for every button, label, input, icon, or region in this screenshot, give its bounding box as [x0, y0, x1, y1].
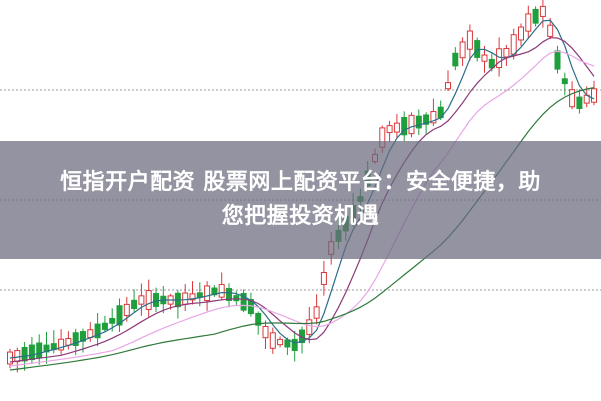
headline-line-1: 恒指开户配资 股票网上配资平台：安全便捷，助 [60, 170, 541, 195]
candle-body [80, 331, 86, 342]
candle-body [488, 58, 495, 69]
candle-body [496, 48, 503, 69]
candle-body [138, 295, 145, 305]
candle-body [131, 299, 138, 310]
candle-body [547, 24, 554, 37]
candle-body [145, 290, 152, 310]
candle-body [459, 41, 466, 59]
candle-body [87, 329, 94, 339]
candle-body [218, 284, 225, 298]
candle-body [123, 303, 130, 316]
candle-body [386, 125, 393, 134]
candle-body [109, 317, 116, 324]
candle-body [401, 117, 408, 136]
candle-body [14, 350, 21, 363]
candle-body [262, 326, 269, 339]
candle-body [481, 54, 488, 62]
candle-body [101, 322, 108, 330]
candle-body [196, 292, 203, 298]
candle-body [255, 313, 262, 326]
candle-body [240, 292, 247, 311]
candle-body [233, 295, 240, 302]
candle-body [393, 122, 400, 133]
candle-body [561, 78, 568, 85]
candle-body [226, 288, 232, 301]
candle-body [284, 339, 291, 348]
candle-body [116, 305, 123, 326]
candle-body [510, 34, 517, 55]
candle-body [269, 332, 276, 349]
headline-line-2: 您把握投资机遇 [221, 204, 380, 229]
candle-body [291, 338, 298, 351]
candle-body [576, 96, 583, 110]
headline-overlay: 恒指开户配资 股票网上配资平台：安全便捷，助 您把握投资机遇 [0, 141, 601, 259]
candle-body [189, 293, 196, 301]
candle-body [58, 338, 65, 351]
moving-average-line-mid [9, 37, 595, 363]
candle-body [554, 50, 561, 70]
candle-body [415, 115, 422, 129]
candle-body [21, 346, 28, 362]
candle-body [591, 88, 597, 103]
candle-body [430, 111, 437, 124]
candle-body [445, 82, 451, 90]
candle-body [423, 114, 430, 125]
candle-body [320, 271, 327, 285]
candle-body [313, 306, 320, 319]
candle-body [503, 47, 510, 58]
candle-body [525, 13, 532, 32]
candle-body [153, 293, 159, 307]
moving-average-line-short [9, 19, 595, 359]
candle-body [306, 319, 313, 335]
candle-body [569, 89, 576, 108]
candle-body [182, 292, 189, 305]
candle-body [28, 344, 35, 361]
candle-body [466, 30, 473, 50]
candle-body [211, 287, 218, 296]
candle-body [204, 285, 211, 302]
candle-body [94, 323, 101, 339]
candle-body [408, 114, 415, 135]
candle-body [36, 342, 43, 359]
candle-body [539, 5, 546, 17]
candle-body [518, 26, 524, 41]
candle-body [72, 332, 79, 346]
candle-body [277, 338, 284, 346]
candle-body [532, 8, 539, 24]
candle-body [452, 52, 459, 67]
